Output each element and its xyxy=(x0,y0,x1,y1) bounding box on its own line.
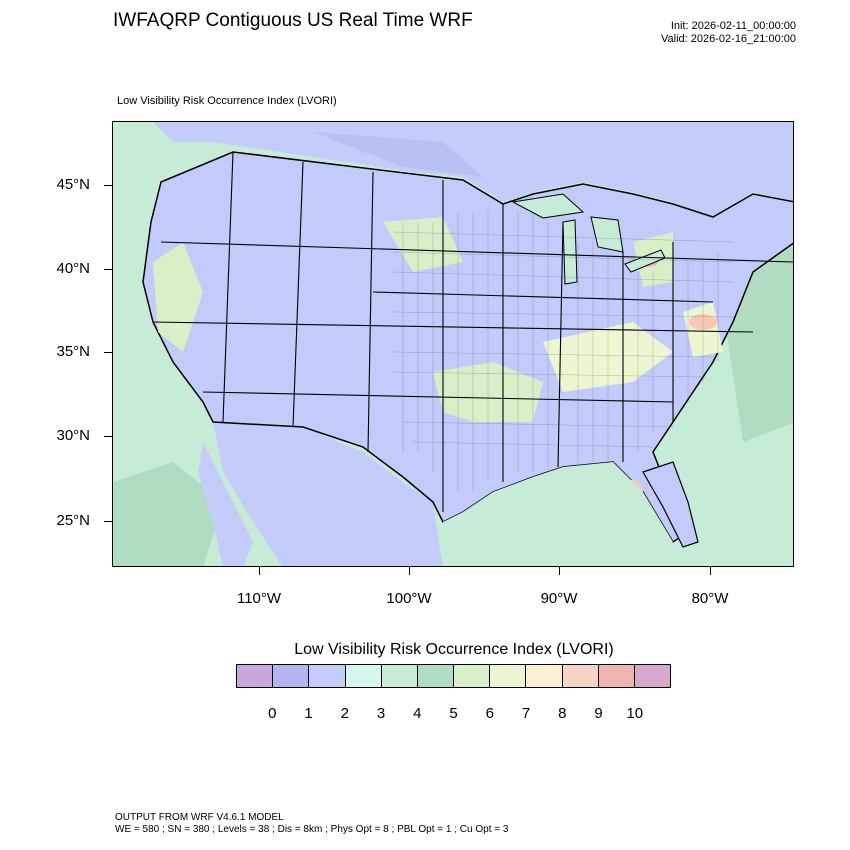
colorbar-label: 0 xyxy=(268,705,277,722)
colorbar-label: 2 xyxy=(340,705,349,722)
colorbar-swatch-10 xyxy=(598,665,635,687)
lat-label-25: 25°N xyxy=(56,512,90,529)
lat-label-40: 40°N xyxy=(56,260,90,277)
colorbar-swatch-0 xyxy=(237,665,274,687)
florida-peninsula xyxy=(642,461,699,548)
gulf-of-mexico xyxy=(443,462,673,566)
lon-label-110: 110°W xyxy=(236,590,282,607)
lon-tick xyxy=(710,567,711,575)
pacific-band xyxy=(113,462,223,566)
lat-tick xyxy=(104,269,112,270)
colorbar-swatch-1 xyxy=(273,665,310,687)
lon-label-100: 100°W xyxy=(386,590,432,607)
colorbar-label: 3 xyxy=(376,705,386,722)
west-coast-patch xyxy=(153,242,203,352)
colorbar-label: 6 xyxy=(485,705,494,722)
lat-label-35: 35°N xyxy=(56,343,90,360)
lat-tick xyxy=(104,352,112,353)
chart-title: IWFAQRP Contiguous US Real Time WRF xyxy=(113,10,473,31)
colorbar-label: 4 xyxy=(413,705,422,722)
colorbar-swatch-3 xyxy=(345,665,382,687)
colorbar xyxy=(236,664,671,688)
lon-tick xyxy=(259,567,260,575)
map-panel[interactable] xyxy=(112,121,794,567)
lon-label-90: 90°W xyxy=(540,590,578,607)
lon-tick xyxy=(559,567,560,575)
colorbar-label: 9 xyxy=(594,705,603,722)
county-boundaries xyxy=(392,212,734,492)
map-subtitle: Low Visibility Risk Occurrence Index (LV… xyxy=(117,95,337,107)
colorbar-swatch-11 xyxy=(634,665,671,687)
colorbar-label: 1 xyxy=(304,705,313,722)
colorbar-label: 7 xyxy=(521,705,531,722)
mexico-region xyxy=(213,422,443,566)
baja-peninsula xyxy=(198,442,253,566)
init-time: Init: 2026-02-11_00:00:00 xyxy=(670,20,796,32)
lat-label-45: 45°N xyxy=(56,176,90,193)
colorbar-swatch-5 xyxy=(417,665,455,687)
colorbar-swatch-6 xyxy=(454,665,491,687)
canada-lake-region xyxy=(313,132,483,177)
footer-line-2: WE = 580 ; SN = 380 ; Levels = 38 ; Dis … xyxy=(115,824,509,835)
valid-time: Valid: 2026-02-16_21:00:00 xyxy=(661,33,796,45)
colorbar-swatch-9 xyxy=(562,665,599,687)
footer-line-1: OUTPUT FROM WRF V4.6.1 MODEL xyxy=(115,812,284,823)
colorbar-swatch-8 xyxy=(526,665,563,687)
lon-label-80: 80°W xyxy=(691,590,729,607)
lat-label-30: 30°N xyxy=(56,427,90,444)
lon-tick xyxy=(409,567,410,575)
colorbar-label: 8 xyxy=(558,705,567,722)
lat-tick xyxy=(104,185,112,186)
lat-tick xyxy=(104,436,112,437)
colorbar-swatch-7 xyxy=(490,665,527,687)
colorbar-swatch-2 xyxy=(309,665,346,687)
colorbar-label: 10 xyxy=(626,705,644,722)
legend-title: Low Visibility Risk Occurrence Index (LV… xyxy=(294,641,614,658)
lake-michigan xyxy=(562,219,578,285)
lat-tick xyxy=(104,521,112,522)
model-footer: OUTPUT FROM WRF V4.6.1 MODEL WE = 580 ; … xyxy=(115,812,508,836)
colorbar-label: 5 xyxy=(449,705,458,722)
colorbar-swatch-4 xyxy=(381,665,418,687)
map-canvas xyxy=(113,122,793,566)
